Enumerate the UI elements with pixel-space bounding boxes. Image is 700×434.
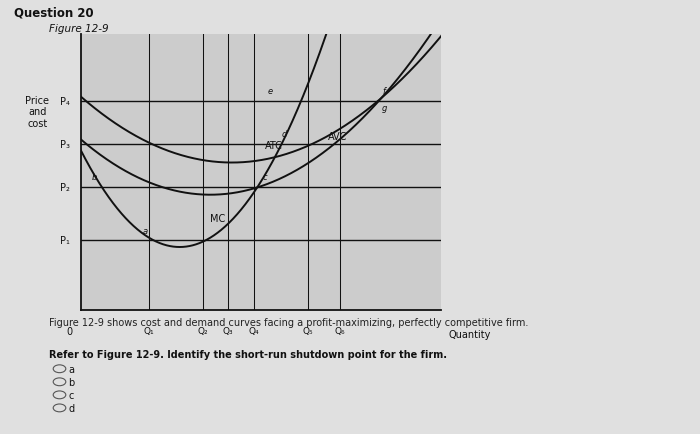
Text: Q₆: Q₆	[335, 326, 345, 335]
Text: b: b	[92, 173, 97, 182]
Text: 0: 0	[66, 326, 73, 336]
Text: a: a	[69, 364, 75, 374]
Text: AVC: AVC	[328, 132, 346, 142]
Text: Refer to Figure 12-9. Identify the short-run shutdown point for the firm.: Refer to Figure 12-9. Identify the short…	[49, 349, 447, 359]
Text: e: e	[268, 87, 273, 96]
Text: Question 20: Question 20	[14, 7, 94, 20]
Text: d: d	[69, 403, 75, 413]
Text: f: f	[382, 87, 385, 96]
Text: Price
and
cost: Price and cost	[25, 95, 49, 128]
Text: Q₂: Q₂	[198, 326, 209, 335]
Text: c: c	[263, 173, 267, 182]
Text: Q₃: Q₃	[223, 326, 234, 335]
Text: a: a	[143, 226, 148, 235]
Text: P₃: P₃	[60, 139, 70, 149]
Text: g: g	[382, 104, 387, 113]
Text: Figure 12-9: Figure 12-9	[49, 24, 108, 34]
Text: Q₅: Q₅	[302, 326, 313, 335]
Text: MC: MC	[210, 214, 225, 224]
Text: P₂: P₂	[60, 182, 70, 192]
Text: ATC: ATC	[265, 140, 282, 150]
Text: Figure 12-9 shows cost and demand curves facing a profit-maximizing, perfectly c: Figure 12-9 shows cost and demand curves…	[49, 318, 529, 328]
Text: P₄: P₄	[60, 97, 70, 107]
Text: P₁: P₁	[60, 236, 70, 246]
Text: d: d	[281, 130, 287, 139]
Text: Q₄: Q₄	[248, 326, 259, 335]
Text: Q₁: Q₁	[144, 326, 154, 335]
Text: b: b	[69, 377, 75, 387]
Text: Quantity: Quantity	[449, 329, 491, 339]
Text: c: c	[69, 390, 74, 400]
